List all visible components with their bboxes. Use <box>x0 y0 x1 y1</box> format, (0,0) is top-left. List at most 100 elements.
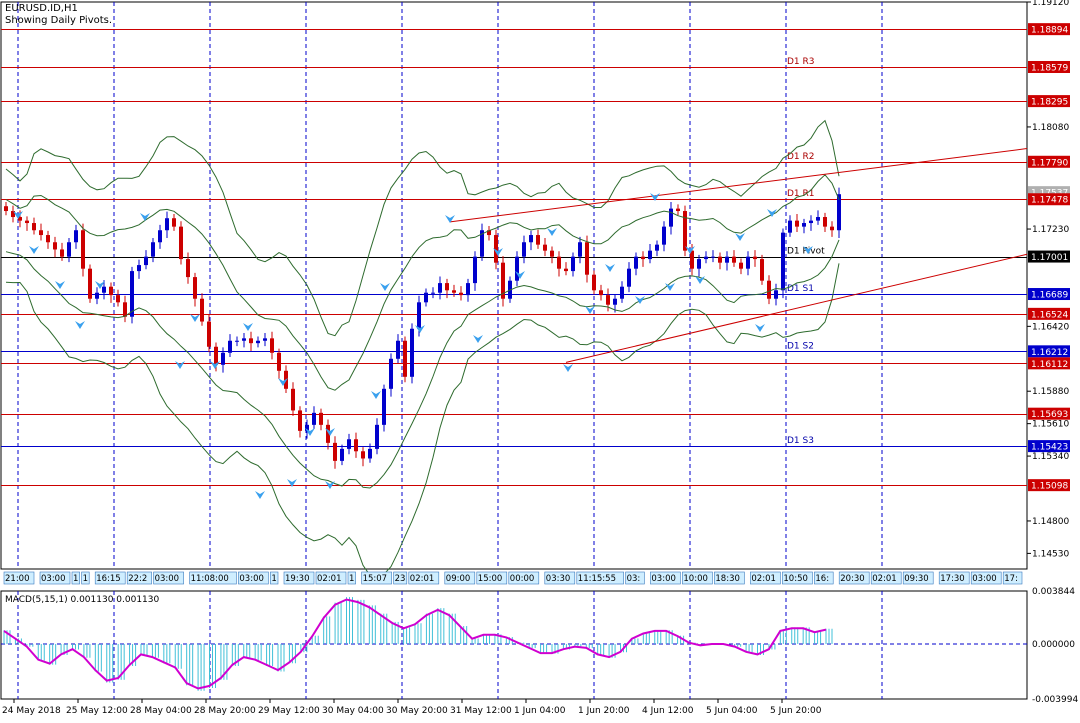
bollinger-inner-lower <box>5 239 840 489</box>
candle-body-77 <box>543 244 547 251</box>
pivot-label-d1-r3: D1 R3 <box>787 57 815 67</box>
time-label-box-34 <box>1002 571 1023 585</box>
candle-body-86 <box>606 295 610 305</box>
time-label-30: 09:30 <box>904 574 929 584</box>
candle-body-53 <box>375 424 379 449</box>
price-tag-bg-7 <box>1028 288 1070 301</box>
macd-y-tick-2: -0.003994 <box>1032 695 1078 705</box>
main-chart-frame <box>0 1 1028 570</box>
candle-body-37 <box>263 338 267 341</box>
fractal-arrow-icon-24 <box>563 364 573 372</box>
time-label-13: 15:07 <box>363 574 388 584</box>
time-label-box-21 <box>625 571 645 585</box>
candle-body-90 <box>634 256 638 269</box>
time-label-box-22 <box>650 571 681 585</box>
price-tag-bg-9 <box>1028 345 1070 358</box>
candle-body-12 <box>88 268 92 299</box>
time-label-box-32 <box>970 571 1002 585</box>
candle-body-13 <box>95 292 99 299</box>
time-label-29: 02:01 <box>872 574 897 584</box>
candle-body-4 <box>32 223 36 231</box>
time-label-24: 18:30 <box>715 574 740 584</box>
price-tag-label-3: 1.17790 <box>1031 158 1068 168</box>
price-tag-label-5: 1.17478 <box>1031 196 1068 206</box>
x-date-label-6: 30 May 20:00 <box>386 706 448 716</box>
time-label-box-11 <box>315 571 347 585</box>
price-tag-bg-8 <box>1028 307 1070 320</box>
time-label-box-29 <box>870 571 902 585</box>
fractal-arrow-icon-23 <box>547 228 557 236</box>
candle-body-46 <box>326 424 330 443</box>
candle-body-33 <box>235 340 239 342</box>
x-date-label-11: 5 Jun 04:00 <box>706 706 758 716</box>
time-label-17: 15:00 <box>478 574 503 584</box>
candle-body-51 <box>361 451 365 459</box>
fractal-arrow-icon-18 <box>415 325 425 333</box>
candle-body-57 <box>403 340 407 377</box>
price-tag-bg-10 <box>1028 357 1070 370</box>
candle-body-92 <box>648 250 652 260</box>
fractal-arrow-icon-26 <box>605 264 615 272</box>
fractal-arrow-icon-25 <box>585 306 595 314</box>
candle-body-45 <box>319 412 323 425</box>
candle-body-23 <box>165 218 169 231</box>
candles-group <box>4 187 841 469</box>
time-label-2: 1 <box>73 574 78 584</box>
candle-body-48 <box>340 448 344 461</box>
candle-body-32 <box>228 340 232 353</box>
time-label-box-26 <box>782 571 813 585</box>
candle-body-20 <box>144 256 148 266</box>
y-tick-label-2: 1.17230 <box>1032 225 1069 235</box>
macd-histogram-group <box>3 597 833 691</box>
time-label-3: 1 <box>83 574 88 584</box>
candle-body-78 <box>550 250 554 257</box>
time-label-box-25 <box>750 571 781 585</box>
x-date-label-9: 1 Jun 20:00 <box>578 706 630 716</box>
fractal-arrow-icon-35 <box>803 246 813 254</box>
chart-symbol-title: EURUSD.ID,H1 <box>5 3 78 14</box>
candle-body-117 <box>823 217 827 227</box>
candle-body-63 <box>445 283 449 291</box>
fractal-arrows-group <box>13 193 813 499</box>
time-label-8: 03:00 <box>239 574 264 584</box>
candle-body-47 <box>333 442 337 461</box>
candle-body-17 <box>123 302 127 317</box>
time-label-box-27 <box>814 571 834 585</box>
x-date-label-5: 30 May 04:00 <box>322 706 384 716</box>
candle-body-1 <box>11 211 15 218</box>
fractal-arrow-icon-27 <box>635 296 645 304</box>
candle-body-43 <box>305 424 309 431</box>
time-label-box-18 <box>508 571 540 585</box>
pivot-label-d1-r1: D1 R1 <box>787 189 815 199</box>
candle-body-116 <box>816 217 820 221</box>
candle-body-103 <box>725 256 729 263</box>
candle-body-2 <box>18 217 22 221</box>
candle-body-88 <box>620 286 624 299</box>
time-label-box-12 <box>347 571 356 585</box>
candle-body-101 <box>711 256 715 258</box>
fractal-arrow-icon-5 <box>140 213 150 221</box>
time-label-box-8 <box>238 571 269 585</box>
time-label-5: 22:2 <box>128 574 147 584</box>
candle-body-102 <box>718 256 722 263</box>
candle-body-10 <box>74 230 78 243</box>
time-label-1: 03:00 <box>41 574 66 584</box>
price-tag-bg-12 <box>1028 440 1070 453</box>
candle-body-24 <box>172 218 176 227</box>
macd-y-tick-0: 0.003844 <box>1032 587 1075 597</box>
time-label-6: 03:00 <box>155 574 180 584</box>
price-tag-bg-11 <box>1028 407 1070 420</box>
fractal-arrow-icon-8 <box>210 361 220 369</box>
candle-body-26 <box>186 259 190 278</box>
candle-body-38 <box>270 338 274 353</box>
time-label-28: 20:30 <box>840 574 865 584</box>
y-tick-label-3: 1.16420 <box>1032 322 1069 332</box>
candle-body-118 <box>830 226 834 231</box>
fractal-arrow-icon-32 <box>735 233 745 241</box>
candle-body-8 <box>60 249 64 257</box>
candle-body-100 <box>704 256 708 260</box>
candle-body-61 <box>431 292 435 294</box>
candle-body-6 <box>46 235 50 243</box>
time-label-32: 03:00 <box>972 574 997 584</box>
